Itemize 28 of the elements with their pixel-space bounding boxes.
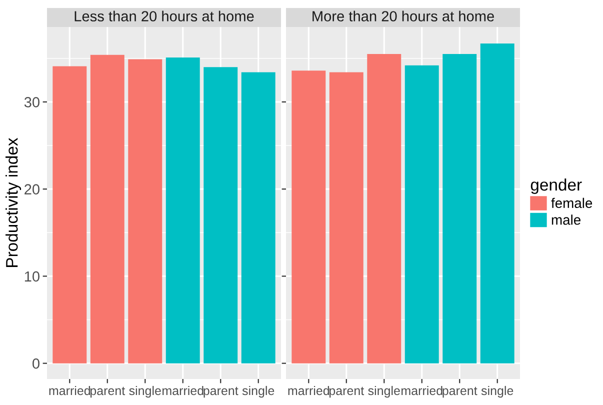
- chart-title: More than 20 hours at home: [312, 10, 494, 22]
- x-tick-label: parent: [90, 386, 126, 398]
- x-tick-label: married: [49, 386, 90, 396]
- legend-title: gender: [530, 178, 582, 194]
- chart-title: Less than 20 hours at home: [74, 10, 254, 22]
- x-tick-label: married: [402, 386, 442, 396]
- y-axis-title: Productivity index: [6, 138, 22, 267]
- x-tick-label: parent: [204, 386, 238, 398]
- x-tick-label: parent: [442, 386, 478, 398]
- y-tick-label: 10: [24, 271, 40, 282]
- bar: [404, 65, 439, 364]
- x-tick-label: single: [242, 386, 274, 398]
- y-tick-label: 0: [32, 358, 40, 369]
- x-tick-label: single: [129, 386, 161, 398]
- bar: [442, 54, 477, 364]
- y-tick-label: 20: [24, 184, 40, 194]
- x-tick-label: parent: [329, 386, 364, 398]
- y-tick-label: 30: [24, 97, 40, 108]
- x-tick-label: single: [481, 386, 514, 398]
- x-tick-label: married: [162, 386, 204, 396]
- bar: [480, 44, 514, 364]
- bar: [329, 72, 364, 364]
- x-tick-label: single: [368, 386, 400, 398]
- legend-label: female: [551, 198, 592, 208]
- bar: [292, 70, 326, 364]
- x-tick-label: married: [288, 386, 330, 396]
- legend-label: male: [552, 214, 580, 225]
- bar: [367, 54, 402, 364]
